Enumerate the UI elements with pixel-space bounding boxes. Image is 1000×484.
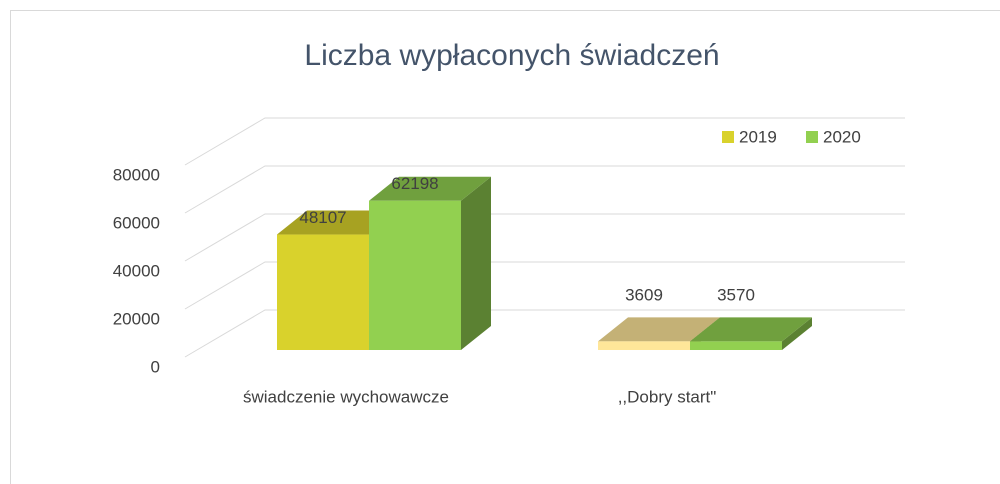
bar-side — [461, 176, 491, 350]
bar-top — [277, 210, 399, 235]
data-label: 3570 — [717, 285, 755, 304]
bar-front — [369, 200, 461, 350]
y-tick-label: 80000 — [113, 165, 160, 184]
chart-frame — [10, 10, 1000, 484]
bar-side — [782, 317, 812, 350]
bar-front — [598, 341, 690, 350]
y-tick-label: 0 — [151, 357, 160, 376]
y-tick-label: 20000 — [113, 309, 160, 328]
bar-top — [598, 317, 720, 342]
data-label: 48107 — [299, 208, 346, 227]
data-label: 3609 — [625, 285, 663, 304]
chart-title: Liczba wypłaconych świadczeń — [304, 39, 719, 72]
grid-line — [184, 165, 905, 214]
bar — [369, 176, 491, 350]
legend-label: 2020 — [823, 127, 861, 146]
y-tick-label: 60000 — [113, 213, 160, 232]
legend-label: 2019 — [739, 127, 777, 146]
bar-top — [369, 176, 491, 201]
bar-front — [277, 234, 369, 350]
x-tick-label: ,,Dobry start" — [618, 387, 717, 406]
grid-line — [184, 117, 905, 166]
bar-front — [690, 341, 782, 350]
x-tick-label: świadczenie wychowawcze — [243, 387, 449, 406]
grid-line — [184, 261, 905, 310]
grid-line — [184, 309, 905, 358]
legend-swatch — [722, 131, 734, 143]
y-tick-label: 40000 — [113, 261, 160, 280]
legend-swatch — [806, 131, 818, 143]
grid-line — [184, 213, 905, 262]
bar-top — [690, 317, 812, 342]
data-label: 62198 — [391, 174, 438, 193]
bar — [690, 317, 812, 350]
